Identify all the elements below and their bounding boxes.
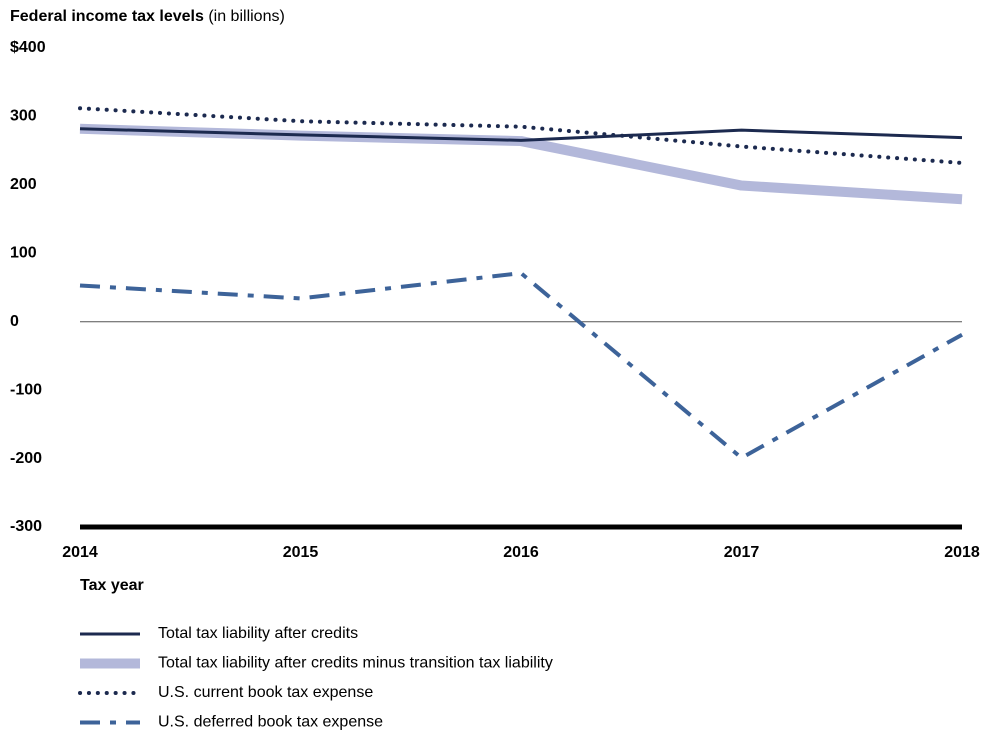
subtitle: (in billions)	[208, 8, 284, 25]
legend-label: Total tax liability after credits minus …	[158, 655, 553, 672]
chart-title: Federal income tax levels (in billions)	[10, 8, 285, 25]
y-tick-label: $400	[10, 39, 46, 56]
x-tick-label: 2017	[724, 544, 760, 561]
y-tick-label: -100	[10, 381, 42, 398]
legend-label: U.S. current book tax expense	[158, 684, 373, 701]
x-tick-label: 2015	[283, 544, 319, 561]
y-tick-label: -300	[10, 518, 42, 535]
series-line	[79, 127, 963, 142]
series-line	[79, 271, 963, 460]
legend-label: Total tax liability after credits	[158, 625, 358, 642]
y-tick-label: -200	[10, 450, 42, 467]
y-tick-label: 200	[10, 176, 37, 193]
x-tick-label: 2014	[62, 544, 98, 561]
y-tick-label: 300	[10, 108, 37, 125]
title: Federal income tax levels	[10, 8, 204, 25]
x-tick-label: 2018	[944, 544, 980, 561]
y-tick-label: 0	[10, 313, 19, 330]
x-axis-label: Tax year	[80, 577, 144, 594]
legend-label: U.S. deferred book tax expense	[158, 714, 383, 731]
y-tick-label: 100	[10, 245, 37, 262]
x-tick-label: 2016	[503, 544, 539, 561]
